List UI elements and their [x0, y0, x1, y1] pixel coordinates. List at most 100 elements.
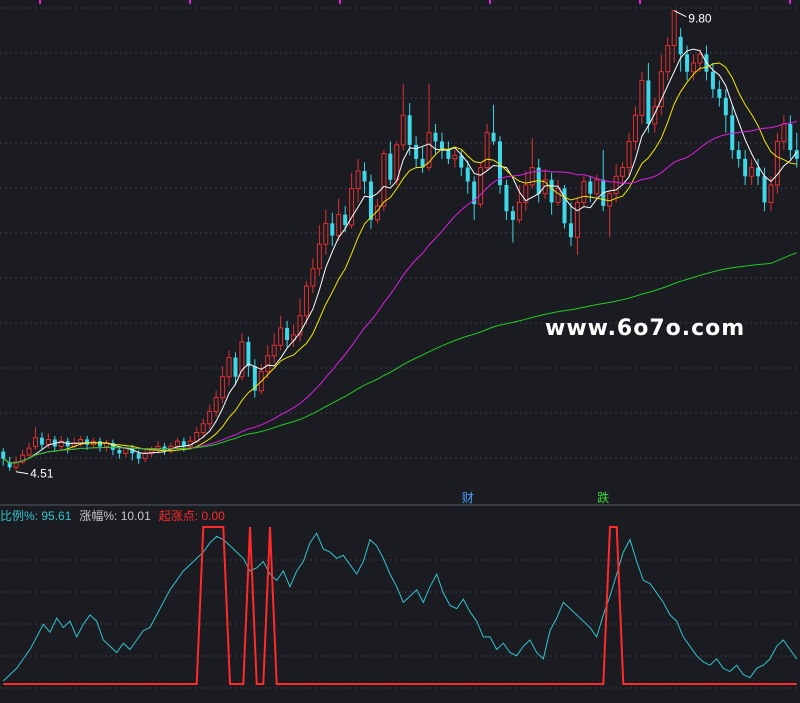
candle-body-up — [278, 327, 284, 346]
candle-body-up — [220, 376, 226, 399]
candle-body-down — [472, 181, 477, 205]
candle-body-down — [723, 97, 728, 116]
candle-body-up — [20, 454, 26, 463]
candle-body-down — [130, 448, 135, 454]
candle-body-down — [85, 439, 90, 445]
candle-body-down — [562, 188, 567, 224]
candle-body-up — [316, 243, 322, 270]
candle-body-down — [678, 36, 683, 55]
candle-body-up — [523, 184, 529, 203]
candle-body-up — [691, 62, 697, 73]
candle-body-up — [310, 268, 316, 287]
candle-body-down — [407, 115, 412, 145]
candle-body-up — [626, 140, 632, 169]
candle-body-down — [685, 54, 690, 72]
candle-body-down — [136, 453, 141, 459]
candle-body-up — [652, 106, 658, 125]
candle-body-up — [26, 447, 32, 456]
candle-body-down — [330, 223, 335, 236]
candle-body-down — [498, 141, 502, 185]
candle-body-up — [632, 114, 638, 142]
high-price-pointer — [673, 10, 687, 18]
event-marker: 财 — [462, 491, 474, 505]
candle-body-down — [459, 155, 464, 168]
candle-body-down — [756, 167, 761, 177]
candle-body-up — [323, 222, 329, 245]
candle-body-down — [794, 150, 799, 159]
candle-body-down — [252, 366, 257, 391]
candle-body-up — [213, 397, 219, 413]
candle-body-down — [717, 89, 722, 98]
candle-body-up — [478, 167, 484, 205]
candle-body-up — [297, 315, 303, 336]
candle-body-up — [484, 132, 490, 169]
candle-body-down — [110, 442, 115, 450]
candle-body-up — [658, 71, 664, 108]
candle-body-up — [581, 181, 587, 203]
moving-average-line — [2, 62, 797, 464]
candle-body-down — [362, 171, 367, 182]
annotations-group: 9.80 4.51 财 跌 — [16, 10, 712, 505]
candle-body-up — [394, 144, 400, 181]
candle-body-up — [194, 431, 200, 442]
candle-body-up — [239, 341, 245, 378]
candle-body-up — [200, 423, 206, 433]
candle-body-up — [620, 167, 626, 177]
candle-body-down — [117, 449, 122, 454]
candle-body-down — [285, 327, 290, 341]
candle-body-down — [7, 462, 12, 468]
legend-start-point: 起涨点: 0.00 — [159, 507, 225, 524]
candle-body-up — [355, 170, 361, 189]
candle-body-up — [303, 285, 309, 317]
candle-body-up — [452, 154, 458, 160]
candle-body-down — [510, 211, 515, 220]
candle-body-down — [646, 80, 651, 124]
low-price-pointer — [16, 471, 29, 475]
watermark-text: www.6o7o.com — [545, 316, 746, 341]
legend-start-point-label: 起涨点: — [158, 509, 199, 523]
candle-body-up — [13, 461, 19, 468]
candle-body-up — [613, 175, 619, 195]
legend-ratio: 比例%: 95.61 — [0, 507, 71, 524]
high-price-label: 9.80 — [688, 12, 712, 26]
candle-body-up — [174, 440, 180, 447]
candle-body-up — [665, 45, 671, 73]
candle-body-down — [343, 214, 348, 226]
indicator-legend: 比例%: 95.61 涨幅%: 10.01 起涨点: 0.00 — [0, 507, 225, 524]
candles-group — [1, 10, 799, 472]
candle-body-down — [246, 341, 251, 367]
low-price-label: 4.51 — [30, 467, 54, 481]
candle-body-down — [1, 451, 6, 459]
start-point-line — [3, 526, 797, 685]
candle-body-up — [265, 355, 271, 372]
legend-change-value: 10.01 — [120, 509, 151, 523]
candle-body-up — [207, 411, 213, 425]
moving-average-line — [2, 120, 797, 464]
candle-body-up — [142, 452, 148, 460]
candle-body-down — [446, 150, 451, 159]
legend-change: 涨幅%: 10.01 — [79, 507, 150, 524]
candle-body-down — [762, 176, 767, 203]
candle-body-down — [788, 124, 793, 151]
legend-ratio-label: 比例%: — [0, 509, 39, 523]
candle-body-down — [491, 132, 496, 142]
candle-body-up — [400, 114, 406, 146]
candle-body-up — [336, 214, 342, 237]
candle-body-up — [349, 187, 355, 226]
candle-body-up — [781, 123, 787, 142]
indicator-group — [2, 526, 798, 685]
moving-average-line — [2, 252, 797, 464]
candle-body-down — [588, 181, 593, 194]
candle-body-up — [32, 437, 38, 447]
candle-body-up — [671, 10, 677, 47]
legend-ratio-value: 95.61 — [41, 509, 72, 523]
candle-body-up — [529, 167, 535, 186]
candle-body-down — [98, 441, 102, 447]
candle-body-up — [155, 445, 161, 451]
candle-body-up — [774, 140, 780, 186]
candle-body-up — [768, 184, 774, 203]
candle-body-up — [542, 179, 548, 195]
candle-body-down — [465, 167, 470, 182]
